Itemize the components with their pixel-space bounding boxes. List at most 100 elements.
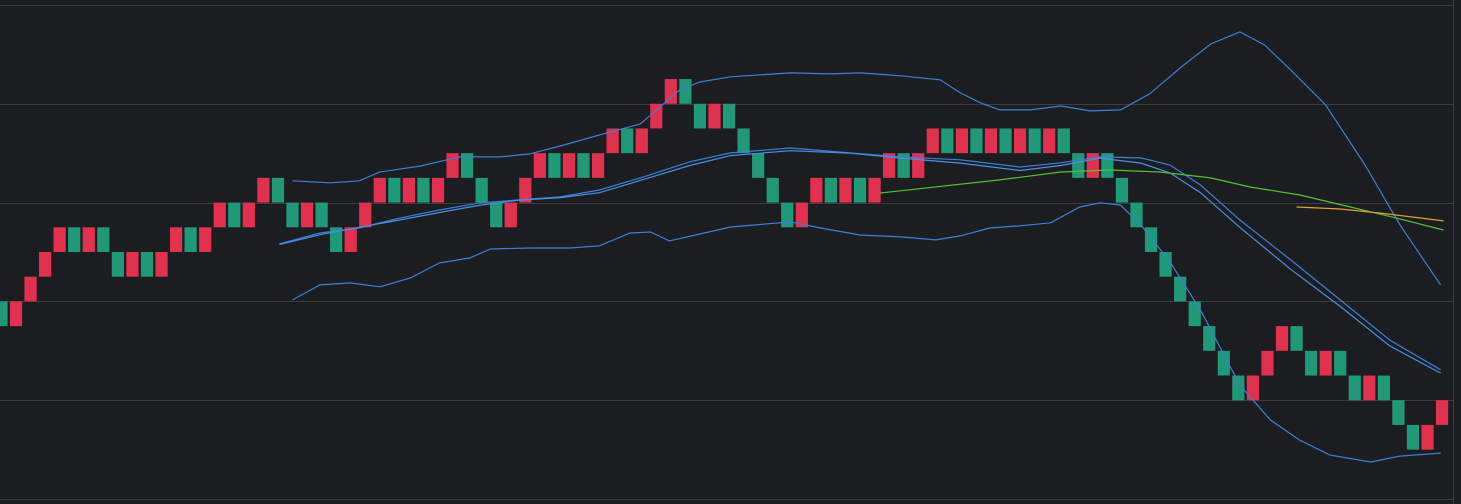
brick <box>1028 128 1041 154</box>
brick <box>635 128 648 154</box>
indicator-line <box>292 31 1442 286</box>
brick <box>1072 153 1085 178</box>
brick <box>1203 326 1216 351</box>
brick <box>446 153 459 178</box>
brick <box>388 177 401 203</box>
brick <box>1392 400 1405 425</box>
brick <box>1334 350 1347 376</box>
brick <box>184 227 197 252</box>
brick <box>0 301 8 327</box>
brick <box>300 202 314 228</box>
brick <box>1421 424 1434 450</box>
brick <box>708 103 721 129</box>
brick <box>562 153 576 178</box>
indicator-line <box>880 169 1444 231</box>
brick <box>1043 128 1056 154</box>
brick <box>140 252 154 277</box>
brick <box>155 252 168 277</box>
brick <box>68 227 81 252</box>
brick <box>839 177 852 203</box>
brick <box>853 177 867 203</box>
brick <box>1275 326 1289 351</box>
brick <box>999 128 1012 154</box>
brick <box>82 227 95 252</box>
brick <box>868 177 881 203</box>
brick <box>955 128 968 154</box>
brick <box>271 177 285 203</box>
brick <box>53 227 66 252</box>
brick <box>1130 202 1143 228</box>
brick <box>824 177 838 203</box>
brick <box>1319 350 1332 376</box>
brick <box>475 177 488 203</box>
brick <box>1232 375 1245 401</box>
brick <box>679 79 692 104</box>
brick <box>984 128 998 154</box>
indicator-line <box>1296 206 1444 222</box>
brick <box>24 276 37 302</box>
indicator-line <box>292 202 1441 463</box>
brick <box>1013 128 1027 154</box>
brick <box>315 202 328 228</box>
brick <box>591 153 605 178</box>
brick <box>664 79 677 104</box>
brick <box>621 128 634 154</box>
brick <box>1217 350 1230 376</box>
brick <box>242 202 255 228</box>
brick <box>199 227 212 252</box>
brick <box>213 202 226 228</box>
brick <box>286 202 299 228</box>
brick <box>431 177 445 203</box>
brick <box>1305 350 1318 376</box>
brick <box>912 153 925 178</box>
brick <box>461 153 474 178</box>
brick <box>795 202 808 228</box>
brick <box>1261 350 1274 376</box>
brick <box>344 227 357 252</box>
brick <box>257 177 270 203</box>
brick <box>1290 326 1303 351</box>
brick <box>606 128 619 154</box>
brick <box>941 128 954 154</box>
brick <box>883 153 896 178</box>
brick <box>1406 424 1420 450</box>
brick <box>228 202 241 228</box>
brick <box>548 153 561 178</box>
brick <box>169 227 183 252</box>
brick <box>1188 301 1201 327</box>
brick <box>519 177 532 203</box>
brick <box>722 103 736 129</box>
brick <box>1435 400 1449 425</box>
brick <box>1115 177 1129 203</box>
brick <box>766 177 779 203</box>
brick <box>810 177 823 203</box>
brick <box>693 103 707 129</box>
brick <box>1159 252 1172 277</box>
brick <box>330 227 343 252</box>
brick <box>1144 227 1158 252</box>
brick <box>111 252 124 277</box>
brick <box>97 227 110 252</box>
brick <box>9 301 23 327</box>
brick <box>650 103 663 129</box>
brick <box>402 177 416 203</box>
brick <box>417 177 430 203</box>
brick <box>737 128 750 154</box>
brick <box>752 153 765 178</box>
indicator-line <box>279 150 1441 374</box>
brick <box>926 128 939 154</box>
brick <box>1246 375 1260 401</box>
brick <box>1057 128 1070 154</box>
brick <box>1363 375 1376 401</box>
brick <box>533 153 546 178</box>
brick <box>126 252 139 277</box>
brick <box>490 202 503 228</box>
brick <box>504 202 517 228</box>
brick <box>781 202 794 228</box>
brick <box>1377 375 1390 401</box>
brick <box>897 153 910 178</box>
brick <box>38 252 52 277</box>
brick <box>359 202 372 228</box>
